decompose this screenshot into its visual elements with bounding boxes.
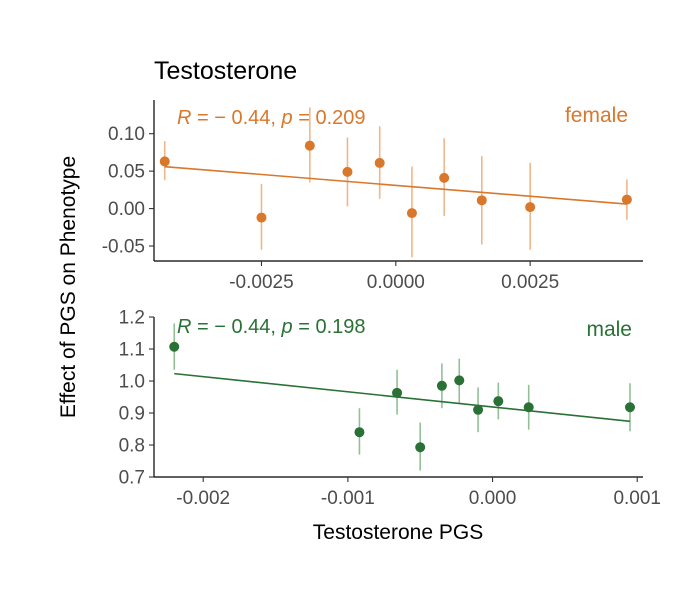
female-data-point (159, 156, 170, 167)
female-x-tick-label: 0.0000 (367, 272, 425, 293)
male-stat-annotation: R = − 0.44, p = 0.198 (177, 316, 366, 338)
female-data-point (525, 202, 536, 213)
male-x-tick-label: 0.000 (469, 488, 517, 509)
male-x-tick-label: 0.001 (613, 488, 661, 509)
male-data-point (354, 427, 365, 438)
male-data-point (624, 402, 635, 413)
female-data-point (342, 166, 353, 177)
male-y-tick-label: 0.9 (119, 404, 145, 425)
female-data-point (621, 194, 632, 205)
female-y-tick-label: 0.05 (108, 162, 145, 183)
female-stat-annotation: R = − 0.44, p = 0.209 (177, 107, 366, 129)
female-data-point (439, 172, 450, 183)
female-data-point (476, 195, 487, 206)
male-y-tick-label: 0.7 (119, 468, 145, 489)
female-panel-label: female (565, 104, 628, 127)
female-panel: -0.05 0.00 0.05 0.10 -0.0025 0.0000 0.0025 R = … (102, 100, 643, 293)
male-data-point (392, 387, 403, 398)
male-y-tick-label: 1.2 (119, 308, 145, 329)
female-data-point (374, 157, 385, 168)
female-regression-line (164, 165, 627, 205)
female-x-tick-label: -0.0025 (229, 272, 293, 293)
male-data-point (493, 396, 504, 407)
male-y-tick-label: 1.0 (119, 372, 145, 393)
male-data-point (454, 375, 465, 386)
male-panel: 0.7 0.8 0.9 1.0 1.1 1.2 -0.002 -0.001 0.000 0.001… (119, 308, 661, 510)
y-axis-title: Effect of PGS on Phenotype (57, 156, 80, 418)
male-regression-line (174, 372, 631, 423)
male-data-point (169, 341, 180, 352)
female-data-point (406, 208, 417, 219)
male-y-tick-label: 1.1 (119, 340, 145, 361)
chart-title: Testosterone (154, 57, 297, 85)
male-data-point (415, 442, 426, 453)
male-data-point (473, 404, 484, 415)
male-data-point (523, 402, 534, 413)
x-axis-title: Testosterone PGS (313, 521, 483, 544)
male-panel-label: male (586, 318, 632, 341)
male-x-tick-label: -0.002 (176, 488, 230, 509)
male-data-point (436, 380, 447, 391)
female-y-tick-label: 0.10 (108, 124, 145, 145)
male-y-tick-label: 0.8 (119, 436, 145, 457)
female-y-tick-label: -0.05 (102, 237, 145, 258)
female-x-tick-label: 0.0025 (501, 272, 559, 293)
female-data-point (304, 140, 315, 151)
female-data-point (256, 212, 267, 223)
female-y-tick-label: 0.00 (108, 199, 145, 220)
male-x-tick-label: -0.001 (321, 488, 375, 509)
